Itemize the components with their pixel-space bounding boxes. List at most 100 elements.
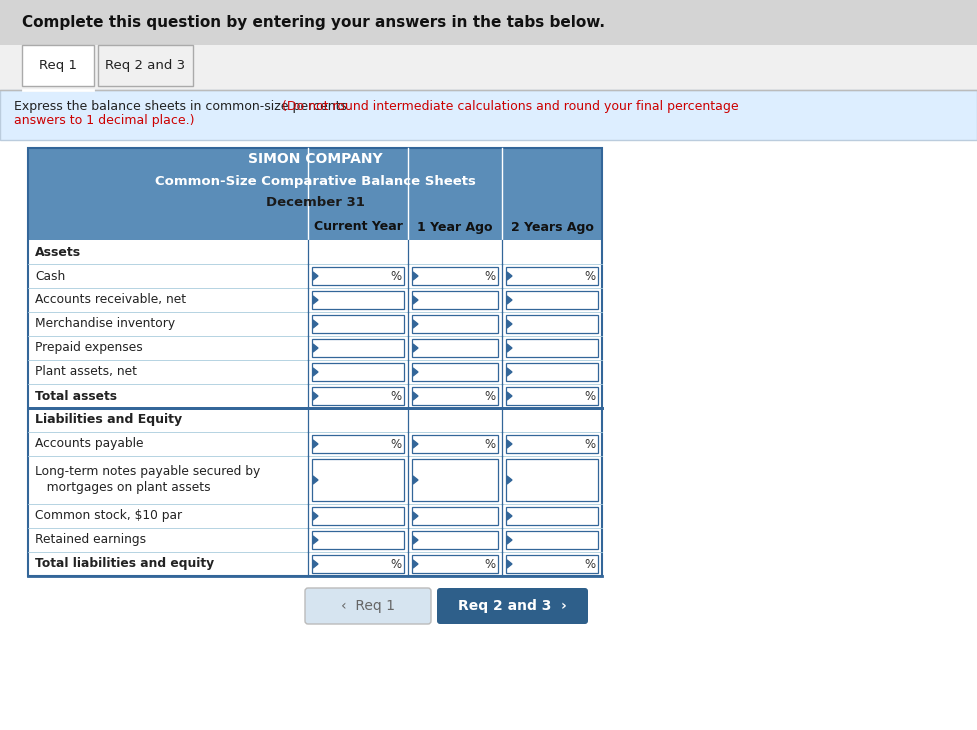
FancyBboxPatch shape: [506, 339, 598, 357]
Polygon shape: [507, 476, 512, 484]
Text: Cash: Cash: [35, 269, 65, 283]
Text: Accounts receivable, net: Accounts receivable, net: [35, 293, 187, 307]
FancyBboxPatch shape: [412, 435, 498, 453]
Polygon shape: [313, 296, 318, 304]
Text: SIMON COMPANY: SIMON COMPANY: [248, 152, 382, 166]
Text: 2 Years Ago: 2 Years Ago: [511, 220, 593, 234]
Text: Long-term notes payable secured by
   mortgages on plant assets: Long-term notes payable secured by mortg…: [35, 466, 260, 494]
Text: %: %: [485, 269, 496, 283]
FancyBboxPatch shape: [312, 507, 404, 525]
Text: %: %: [585, 269, 596, 283]
FancyBboxPatch shape: [312, 339, 404, 357]
FancyBboxPatch shape: [28, 192, 602, 214]
FancyBboxPatch shape: [412, 531, 498, 549]
Text: Total assets: Total assets: [35, 390, 117, 402]
FancyBboxPatch shape: [98, 45, 193, 86]
FancyBboxPatch shape: [28, 336, 602, 360]
Text: Retained earnings: Retained earnings: [35, 534, 147, 547]
Polygon shape: [313, 536, 318, 544]
FancyBboxPatch shape: [312, 387, 404, 405]
Polygon shape: [507, 344, 512, 352]
FancyBboxPatch shape: [312, 435, 404, 453]
Text: %: %: [391, 390, 402, 402]
Text: (Do not round intermediate calculations and round your final percentage: (Do not round intermediate calculations …: [281, 100, 739, 113]
FancyBboxPatch shape: [28, 360, 602, 384]
Text: %: %: [485, 558, 496, 571]
Text: Req 1: Req 1: [39, 59, 77, 72]
Polygon shape: [413, 392, 418, 400]
FancyBboxPatch shape: [312, 267, 404, 285]
FancyBboxPatch shape: [437, 588, 588, 624]
Text: %: %: [391, 269, 402, 283]
FancyBboxPatch shape: [22, 45, 94, 86]
Polygon shape: [313, 320, 318, 328]
Polygon shape: [313, 476, 318, 484]
Polygon shape: [507, 560, 512, 568]
Polygon shape: [313, 440, 318, 448]
FancyBboxPatch shape: [412, 507, 498, 525]
Text: December 31: December 31: [266, 196, 364, 210]
FancyBboxPatch shape: [28, 312, 602, 336]
FancyBboxPatch shape: [506, 315, 598, 333]
Polygon shape: [507, 536, 512, 544]
Polygon shape: [413, 320, 418, 328]
FancyBboxPatch shape: [28, 552, 602, 576]
FancyBboxPatch shape: [506, 531, 598, 549]
Text: Common-Size Comparative Balance Sheets: Common-Size Comparative Balance Sheets: [154, 174, 476, 188]
FancyBboxPatch shape: [312, 315, 404, 333]
Polygon shape: [507, 440, 512, 448]
Text: Liabilities and Equity: Liabilities and Equity: [35, 413, 182, 426]
Polygon shape: [507, 512, 512, 520]
Text: %: %: [391, 558, 402, 571]
FancyBboxPatch shape: [28, 264, 602, 288]
FancyBboxPatch shape: [28, 456, 602, 504]
FancyBboxPatch shape: [506, 291, 598, 309]
Polygon shape: [413, 536, 418, 544]
Polygon shape: [413, 512, 418, 520]
Polygon shape: [507, 320, 512, 328]
Text: Express the balance sheets in common-size percents.: Express the balance sheets in common-siz…: [14, 100, 355, 113]
FancyBboxPatch shape: [412, 267, 498, 285]
FancyBboxPatch shape: [312, 291, 404, 309]
FancyBboxPatch shape: [506, 555, 598, 573]
Text: Assets: Assets: [35, 245, 81, 258]
FancyBboxPatch shape: [506, 363, 598, 381]
FancyBboxPatch shape: [28, 528, 602, 552]
Polygon shape: [413, 440, 418, 448]
FancyBboxPatch shape: [28, 384, 602, 408]
FancyBboxPatch shape: [28, 170, 602, 192]
FancyBboxPatch shape: [412, 339, 498, 357]
Text: Merchandise inventory: Merchandise inventory: [35, 318, 175, 331]
Polygon shape: [413, 368, 418, 376]
FancyBboxPatch shape: [28, 288, 602, 312]
Text: %: %: [391, 437, 402, 450]
Text: %: %: [585, 390, 596, 402]
FancyBboxPatch shape: [312, 459, 404, 501]
Text: Current Year: Current Year: [314, 220, 403, 234]
FancyBboxPatch shape: [0, 45, 977, 90]
Polygon shape: [413, 560, 418, 568]
FancyBboxPatch shape: [305, 588, 431, 624]
Text: answers to 1 decimal place.): answers to 1 decimal place.): [14, 114, 194, 127]
FancyBboxPatch shape: [506, 459, 598, 501]
Polygon shape: [413, 296, 418, 304]
Polygon shape: [313, 512, 318, 520]
FancyBboxPatch shape: [28, 432, 602, 456]
Text: %: %: [585, 437, 596, 450]
FancyBboxPatch shape: [506, 435, 598, 453]
Polygon shape: [507, 272, 512, 280]
FancyBboxPatch shape: [312, 363, 404, 381]
Text: %: %: [485, 390, 496, 402]
FancyBboxPatch shape: [506, 267, 598, 285]
Polygon shape: [313, 560, 318, 568]
Text: Common stock, $10 par: Common stock, $10 par: [35, 510, 182, 523]
Polygon shape: [313, 392, 318, 400]
FancyBboxPatch shape: [412, 363, 498, 381]
Polygon shape: [413, 476, 418, 484]
FancyBboxPatch shape: [0, 45, 977, 730]
Polygon shape: [313, 272, 318, 280]
FancyBboxPatch shape: [28, 504, 602, 528]
Text: Complete this question by entering your answers in the tabs below.: Complete this question by entering your …: [22, 15, 605, 31]
Text: ‹  Req 1: ‹ Req 1: [341, 599, 395, 613]
FancyBboxPatch shape: [28, 148, 602, 170]
